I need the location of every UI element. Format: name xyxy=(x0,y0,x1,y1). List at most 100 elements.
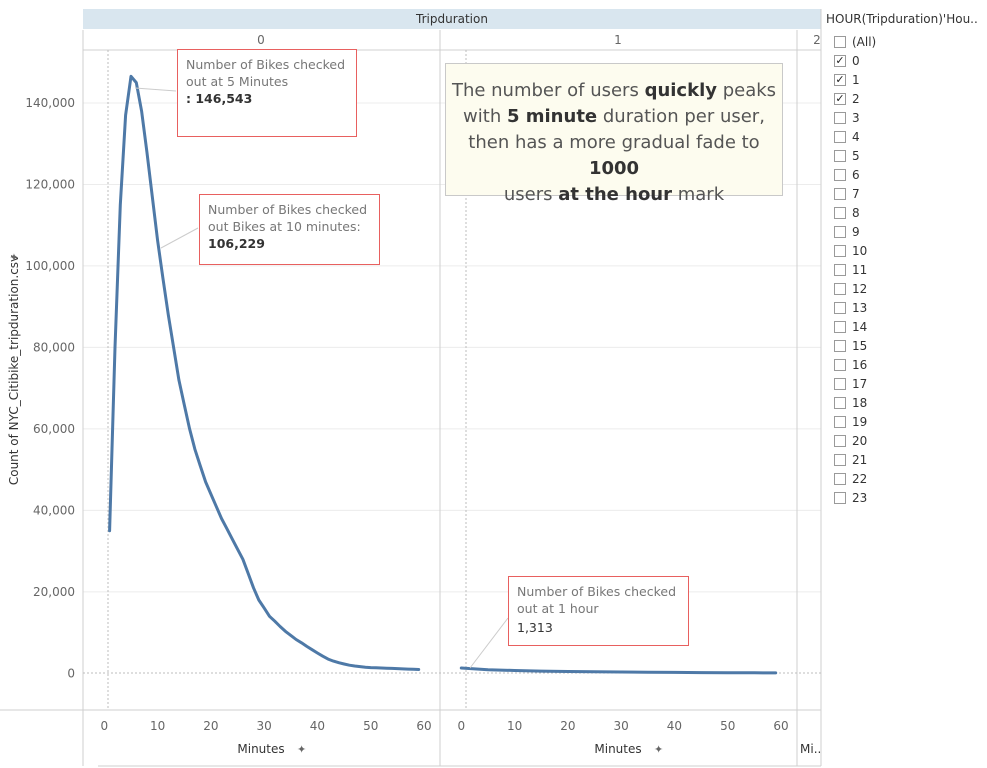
filter-checkbox[interactable] xyxy=(834,358,846,371)
story-text: duration per user, xyxy=(597,106,765,127)
filter-item-label: 12 xyxy=(852,281,868,296)
filter-item[interactable]: 16 xyxy=(826,355,987,374)
panel-label-1: 1 xyxy=(614,33,622,47)
x-tick-label: 50 xyxy=(720,719,735,733)
filter-item[interactable]: 19 xyxy=(826,412,987,431)
y-axis-title: Count of NYC_Citibike_tripduration.csv xyxy=(7,255,21,485)
filter-item[interactable]: 20 xyxy=(826,431,987,450)
series-line-panel-0 xyxy=(108,74,421,671)
filter-item[interactable]: 8 xyxy=(826,203,987,222)
pin-icon[interactable]: ✦ xyxy=(654,743,663,756)
filter-checkbox[interactable] xyxy=(834,377,846,390)
filter-item[interactable]: ✓ 1 xyxy=(826,70,987,89)
leader-line-2 xyxy=(160,227,199,249)
story-text: mark xyxy=(672,184,725,205)
pin-icon[interactable]: ✦ xyxy=(297,743,306,756)
filter-item[interactable]: 10 xyxy=(826,241,987,260)
filter-item-label: 23 xyxy=(852,490,868,505)
filter-item[interactable]: 14 xyxy=(826,317,987,336)
filter-item[interactable]: 12 xyxy=(826,279,987,298)
filter-checkbox[interactable] xyxy=(834,396,846,409)
annotation-text: Number of Bikes checked out Bikes at 10 … xyxy=(208,202,368,234)
leader-line-3 xyxy=(469,617,509,669)
filter-checkbox[interactable] xyxy=(834,149,846,162)
annotation-text: Number of Bikes checked out at 1 hour xyxy=(517,584,677,616)
filter-checkbox[interactable] xyxy=(834,339,846,352)
y-tick-label: 40,000 xyxy=(33,503,75,517)
story-bold: 5 minute xyxy=(506,106,598,127)
filter-item[interactable]: 11 xyxy=(826,260,987,279)
filter-checkbox[interactable]: ✓ xyxy=(834,72,846,86)
filter-item[interactable]: 21 xyxy=(826,450,987,469)
story-bold: at the hour xyxy=(558,184,673,205)
filter-item-label: 10 xyxy=(852,243,868,258)
filter-item[interactable]: 18 xyxy=(826,393,987,412)
filter-item-label: (All) xyxy=(852,34,877,49)
filter-checkbox[interactable]: ✓ xyxy=(834,91,846,105)
filter-list: (All) ✓ 0 ✓ 1 ✓ 2 3 4 5 6 7 8 9 10 11 12 13 14 15 16 17 18 19 20… xyxy=(826,32,987,507)
filter-checkbox[interactable] xyxy=(834,320,846,333)
filter-checkbox[interactable] xyxy=(834,187,846,200)
filter-item-label: 14 xyxy=(852,319,868,334)
filter-item[interactable]: 23 xyxy=(826,488,987,507)
filter-checkbox[interactable] xyxy=(834,434,846,447)
filter-item[interactable]: 22 xyxy=(826,469,987,488)
x-tick-label: 50 xyxy=(363,719,378,733)
x-tick-labels-1: 0 10 20 30 40 50 60 xyxy=(457,719,788,733)
filter-checkbox[interactable] xyxy=(834,415,846,428)
story-bold: 1000 xyxy=(588,158,640,179)
filter-checkbox[interactable] xyxy=(834,472,846,485)
filter-checkbox[interactable] xyxy=(834,130,846,143)
filter-item-label: 22 xyxy=(852,471,868,486)
filter-item-label: 21 xyxy=(852,452,868,467)
filter-item[interactable]: 15 xyxy=(826,336,987,355)
x-tick-label: 60 xyxy=(416,719,431,733)
annotation-peak: Number of Bikes checked out at 5 Minutes… xyxy=(177,49,357,137)
y-tick-label: 0 xyxy=(67,666,75,680)
story-text: peaks xyxy=(716,80,777,101)
filter-item[interactable]: ✓ 2 xyxy=(826,89,987,108)
leader-line-1 xyxy=(134,87,177,92)
series-line-panel-1 xyxy=(459,666,778,675)
filter-item[interactable]: 9 xyxy=(826,222,987,241)
filter-item-label: 19 xyxy=(852,414,868,429)
x-axis-title-2: Mi.. xyxy=(800,742,821,756)
filter-checkbox[interactable] xyxy=(834,244,846,257)
x-axis-title-1: Minutes xyxy=(594,742,641,756)
filter-checkbox[interactable] xyxy=(834,206,846,219)
story-text: users xyxy=(503,184,559,205)
filter-checkbox[interactable]: ✓ xyxy=(834,53,846,67)
filter-item-label: 11 xyxy=(852,262,868,277)
filter-item[interactable]: 5 xyxy=(826,146,987,165)
filter-item[interactable]: ✓ 0 xyxy=(826,51,987,70)
filter-item-label: 13 xyxy=(852,300,868,315)
filter-item[interactable]: 3 xyxy=(826,108,987,127)
filter-checkbox[interactable] xyxy=(834,491,846,504)
filter-checkbox[interactable] xyxy=(834,225,846,238)
y-tick-label: 20,000 xyxy=(33,585,75,599)
filter-item[interactable]: 13 xyxy=(826,298,987,317)
panel-label-2: 2 xyxy=(813,33,821,47)
x-tick-label: 10 xyxy=(507,719,522,733)
filter-checkbox[interactable] xyxy=(834,282,846,295)
filter-checkbox[interactable] xyxy=(834,168,846,181)
filter-item[interactable]: 6 xyxy=(826,165,987,184)
filter-checkbox[interactable] xyxy=(834,111,846,124)
filter-item[interactable]: (All) xyxy=(826,32,987,51)
x-tick-label: 40 xyxy=(310,719,325,733)
x-axis-title-0: Minutes xyxy=(237,742,284,756)
pin-icon[interactable]: ✦ xyxy=(8,252,21,261)
filter-checkbox[interactable] xyxy=(834,301,846,314)
filter-item-label: 16 xyxy=(852,357,868,372)
filter-item[interactable]: 4 xyxy=(826,127,987,146)
filter-checkbox[interactable] xyxy=(834,453,846,466)
filter-item-label: 9 xyxy=(852,224,860,239)
annotation-1hour: Number of Bikes checked out at 1 hour 1,… xyxy=(508,576,689,646)
filter-item[interactable]: 17 xyxy=(826,374,987,393)
filter-item[interactable]: 7 xyxy=(826,184,987,203)
header-band xyxy=(83,9,821,29)
filter-checkbox[interactable] xyxy=(834,35,846,48)
x-tick-label: 20 xyxy=(560,719,575,733)
y-tick-label: 100,000 xyxy=(25,259,75,273)
filter-checkbox[interactable] xyxy=(834,263,846,276)
